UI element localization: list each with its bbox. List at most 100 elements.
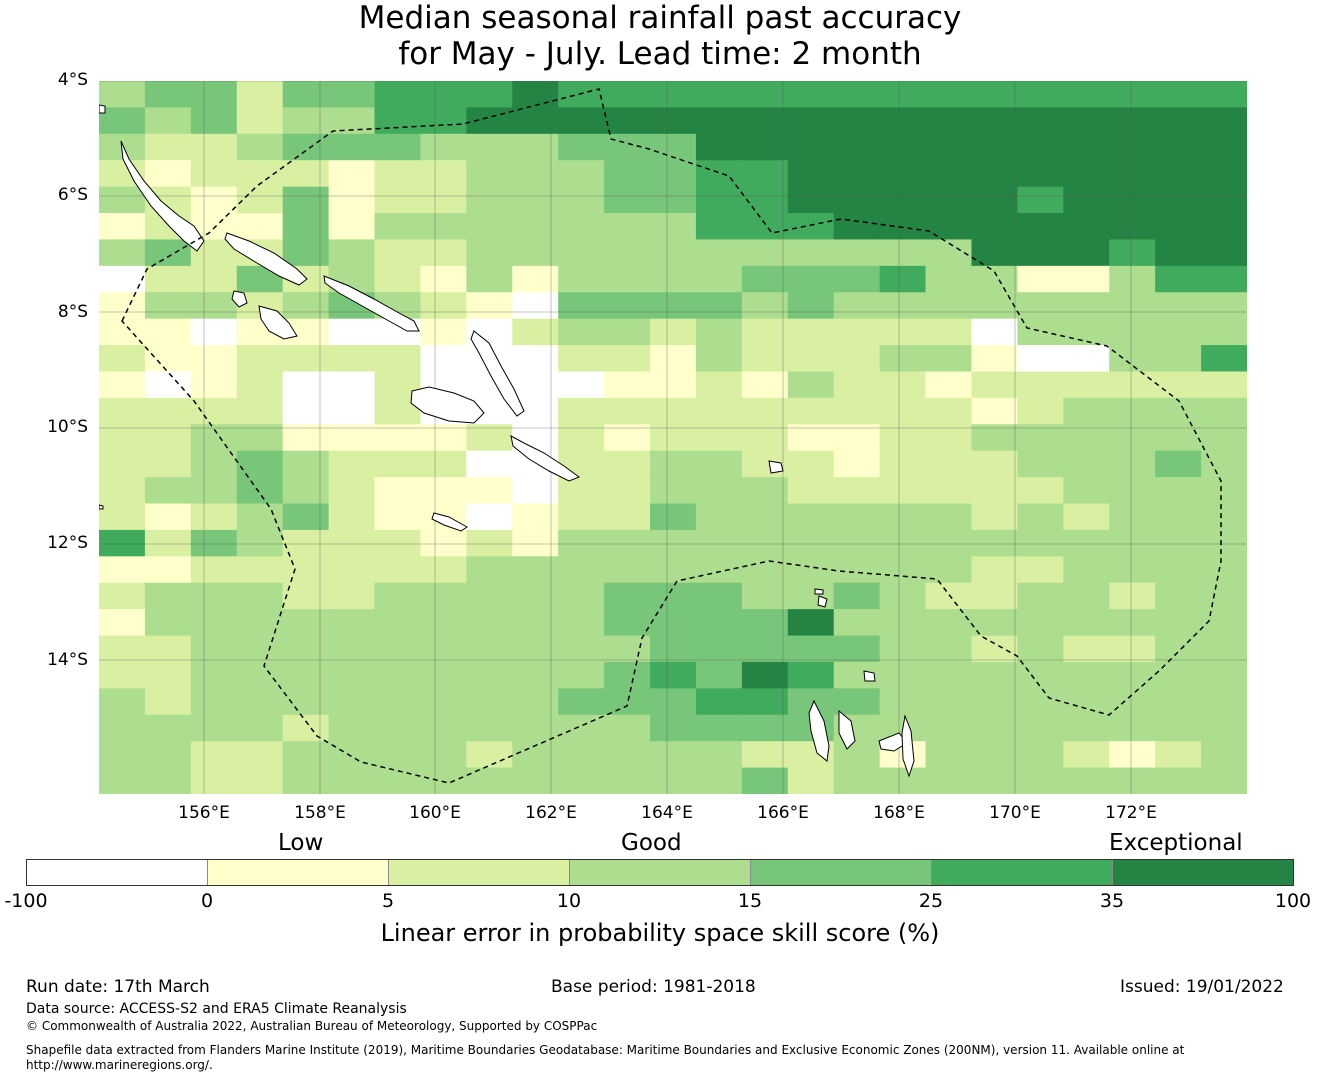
- grid-cell: [971, 397, 1018, 425]
- grid-cell: [1063, 767, 1110, 794]
- colorbar-tick: 100: [1274, 890, 1312, 912]
- grid-cell: [420, 714, 467, 742]
- grid-cell: [236, 107, 284, 135]
- grid-cell: [604, 318, 651, 346]
- grid-cell: [466, 741, 513, 769]
- grid-cell: [650, 424, 697, 452]
- grid-cell: [741, 529, 789, 557]
- grid-cell: [99, 397, 146, 425]
- data-source: Data source: ACCESS-S2 and ERA5 Climate …: [26, 1001, 407, 1017]
- grid-cell: [190, 714, 238, 742]
- grid-cell: [466, 477, 513, 505]
- grid-cell: [650, 529, 697, 557]
- grid-cell: [466, 81, 513, 109]
- grid-cell: [282, 767, 330, 794]
- grid-cell: [695, 371, 743, 399]
- grid-cell: [650, 81, 697, 109]
- grid-cell: [787, 318, 835, 346]
- colorbar-swatch-5: [751, 860, 932, 885]
- grid-cell: [1017, 477, 1064, 505]
- grid-cell: [1109, 635, 1156, 663]
- grid-cell: [190, 556, 238, 584]
- grid-cell: [144, 81, 192, 109]
- grid-cell: [879, 767, 927, 794]
- grid-cell: [833, 186, 881, 214]
- grid-cell: [236, 635, 284, 663]
- grid-cell: [1201, 265, 1247, 293]
- grid-cell: [1063, 265, 1110, 293]
- grid-cell: [1201, 714, 1247, 742]
- legend-category-low: Low: [278, 830, 324, 856]
- grid-cell: [1155, 318, 1202, 346]
- grid-cell: [604, 714, 651, 742]
- grid-cell: [374, 741, 422, 769]
- grid-cell: [328, 345, 376, 373]
- grid-cell: [879, 424, 927, 452]
- grid-cell: [236, 81, 284, 109]
- grid-cell: [374, 186, 422, 214]
- grid-cell: [971, 107, 1018, 135]
- grid-cell: [1201, 345, 1247, 373]
- grid-cell: [971, 661, 1018, 689]
- grid-cell: [99, 767, 146, 794]
- grid-cell: [925, 635, 973, 663]
- grid-cell: [558, 582, 605, 610]
- grid-cell: [512, 107, 559, 135]
- grid-cell: [1063, 741, 1110, 769]
- grid-cell: [420, 688, 467, 716]
- grid-cell: [558, 318, 605, 346]
- grid-cell: [282, 160, 330, 188]
- grid-cell: [650, 318, 697, 346]
- grid-cell: [1109, 265, 1156, 293]
- grid-cell: [650, 213, 697, 241]
- grid-cell: [236, 345, 284, 373]
- grid-cell: [236, 186, 284, 214]
- grid-cell: [604, 503, 651, 531]
- grid-cell: [925, 688, 973, 716]
- grid-cell: [1155, 81, 1202, 109]
- grid-cell: [466, 186, 513, 214]
- copyright: © Commonwealth of Australia 2022, Austra…: [26, 1019, 598, 1033]
- grid-cell: [971, 424, 1018, 452]
- grid-cell: [282, 609, 330, 637]
- grid-cell: [99, 424, 146, 452]
- grid-cell: [1155, 186, 1202, 214]
- grid-cell: [650, 450, 697, 478]
- grid-cell: [741, 133, 789, 161]
- grid-cell: [512, 265, 559, 293]
- grid-cell: [466, 714, 513, 742]
- grid-cell: [190, 397, 238, 425]
- grid-cell: [879, 160, 927, 188]
- grid-cell: [787, 397, 835, 425]
- grid-cell: [374, 265, 422, 293]
- grid-cell: [99, 450, 146, 478]
- grid-cell: [604, 424, 651, 452]
- grid-cell: [1201, 107, 1247, 135]
- grid-cell: [971, 371, 1018, 399]
- grid-cell: [604, 529, 651, 557]
- grid-cell: [144, 477, 192, 505]
- grid-cell: [466, 688, 513, 716]
- grid-cell: [144, 239, 192, 267]
- grid-cell: [144, 265, 192, 293]
- grid-cell: [650, 345, 697, 373]
- grid-cell: [787, 186, 835, 214]
- grid-cell: [558, 529, 605, 557]
- grid-cell: [190, 503, 238, 531]
- grid-cell: [1017, 556, 1064, 584]
- grid-cell: [741, 503, 789, 531]
- grid-cell: [650, 688, 697, 716]
- grid-cell: [787, 371, 835, 399]
- grid-cell: [1109, 688, 1156, 716]
- grid-cell: [190, 688, 238, 716]
- grid-cell: [1063, 477, 1110, 505]
- grid-cell: [879, 318, 927, 346]
- grid-cell: [144, 133, 192, 161]
- grid-cell: [328, 714, 376, 742]
- island-choiseul: [224, 232, 308, 286]
- grid-cell: [1063, 160, 1110, 188]
- grid-cell: [1017, 213, 1064, 241]
- grid-cell: [604, 292, 651, 320]
- grid-cell: [741, 582, 789, 610]
- grid-cell: [833, 107, 881, 135]
